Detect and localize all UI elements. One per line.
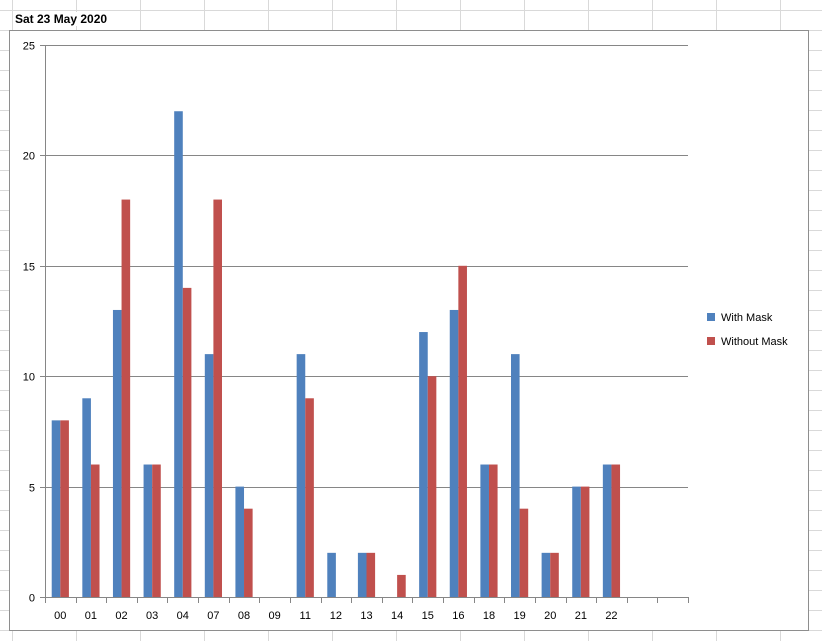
legend: With Mask Without Mask <box>707 312 788 348</box>
y-tick-label: 25 <box>23 41 35 53</box>
bar-with-mask[interactable] <box>112 309 122 597</box>
y-tick-label: 5 <box>29 483 35 495</box>
legend-label: With Mask <box>721 312 773 324</box>
y-tick-label: 0 <box>29 593 35 605</box>
bar-without-mask[interactable] <box>213 199 222 597</box>
x-tick-label: 08 <box>238 610 250 622</box>
x-tick-label: 18 <box>483 610 495 622</box>
x-tick-label: 22 <box>605 610 617 622</box>
x-tick-label: 00 <box>54 610 66 622</box>
x-tick-label: 14 <box>391 610 403 622</box>
bar-with-mask[interactable] <box>541 552 551 597</box>
y-tick-label: 20 <box>23 151 35 163</box>
x-tick-label: 03 <box>146 610 158 622</box>
bar-without-mask[interactable] <box>519 508 529 597</box>
legend-swatch <box>707 337 715 345</box>
bar-without-mask[interactable] <box>90 464 100 597</box>
bar-without-mask[interactable] <box>244 508 253 597</box>
bar-without-mask[interactable] <box>427 376 437 597</box>
bar-with-mask[interactable] <box>357 552 367 597</box>
bar-without-mask[interactable] <box>152 464 161 597</box>
legend-swatch <box>707 313 715 321</box>
x-tick-label: 19 <box>513 610 525 622</box>
bar-with-mask[interactable] <box>296 354 306 597</box>
bar-with-mask[interactable] <box>82 398 91 597</box>
legend-label: Without Mask <box>721 336 788 348</box>
x-tick-label: 15 <box>422 610 434 622</box>
bar-without-mask[interactable] <box>550 552 559 597</box>
bar-without-mask[interactable] <box>305 398 314 597</box>
bar-without-mask[interactable] <box>60 420 69 597</box>
bar-with-mask[interactable] <box>174 111 183 598</box>
bar-with-mask[interactable] <box>235 486 245 597</box>
bar-without-mask[interactable] <box>488 464 498 597</box>
bars <box>51 111 621 598</box>
bar-with-mask[interactable] <box>449 309 459 597</box>
bar-with-mask[interactable] <box>204 354 214 597</box>
y-axis-ticks: 0 5 10 15 20 25 <box>23 41 46 605</box>
bar-with-mask[interactable] <box>327 552 336 597</box>
bar-with-mask[interactable] <box>572 486 581 597</box>
bar-with-mask[interactable] <box>51 420 61 597</box>
x-tick-label: 09 <box>269 610 281 622</box>
x-tick-label: 11 <box>300 610 311 622</box>
y-tick-label: 10 <box>23 372 35 384</box>
bar-with-mask[interactable] <box>419 332 428 597</box>
x-tick-label: 01 <box>85 610 97 622</box>
x-tick-label: 20 <box>544 610 556 622</box>
bar-without-mask[interactable] <box>182 287 192 597</box>
y-gridlines <box>45 45 688 488</box>
x-tick-label: 02 <box>115 610 127 622</box>
bar-with-mask[interactable] <box>602 464 612 597</box>
bar-without-mask[interactable] <box>458 265 467 597</box>
x-tick-label: 07 <box>207 610 219 622</box>
bar-without-mask[interactable] <box>611 464 621 597</box>
chart-area[interactable]: 0 5 10 15 20 25 00 01 02 03 04 07 08 09 11 12 13 14 15 16 1… <box>9 30 809 631</box>
bar-with-mask[interactable] <box>511 354 520 597</box>
x-tick-label: 13 <box>360 610 372 622</box>
bar-with-mask[interactable] <box>480 464 489 597</box>
sheet-title: Sat 23 May 2020 <box>13 12 110 26</box>
bar-without-mask[interactable] <box>366 552 376 597</box>
bar-without-mask[interactable] <box>397 574 406 597</box>
bar-with-mask[interactable] <box>143 464 153 597</box>
x-tick-label: 04 <box>177 610 189 622</box>
y-tick-label: 15 <box>23 262 35 274</box>
x-axis: 00 01 02 03 04 07 08 09 11 12 13 14 15 16 18 19 20 21 22 <box>45 597 689 622</box>
bar-chart: 0 5 10 15 20 25 00 01 02 03 04 07 08 09 11 12 13 14 15 16 1… <box>23 41 788 623</box>
x-tick-label: 12 <box>330 610 342 622</box>
x-tick-label: 16 <box>452 610 464 622</box>
x-tick-label: 21 <box>575 610 587 622</box>
bar-without-mask[interactable] <box>580 486 590 597</box>
bar-without-mask[interactable] <box>121 199 131 597</box>
